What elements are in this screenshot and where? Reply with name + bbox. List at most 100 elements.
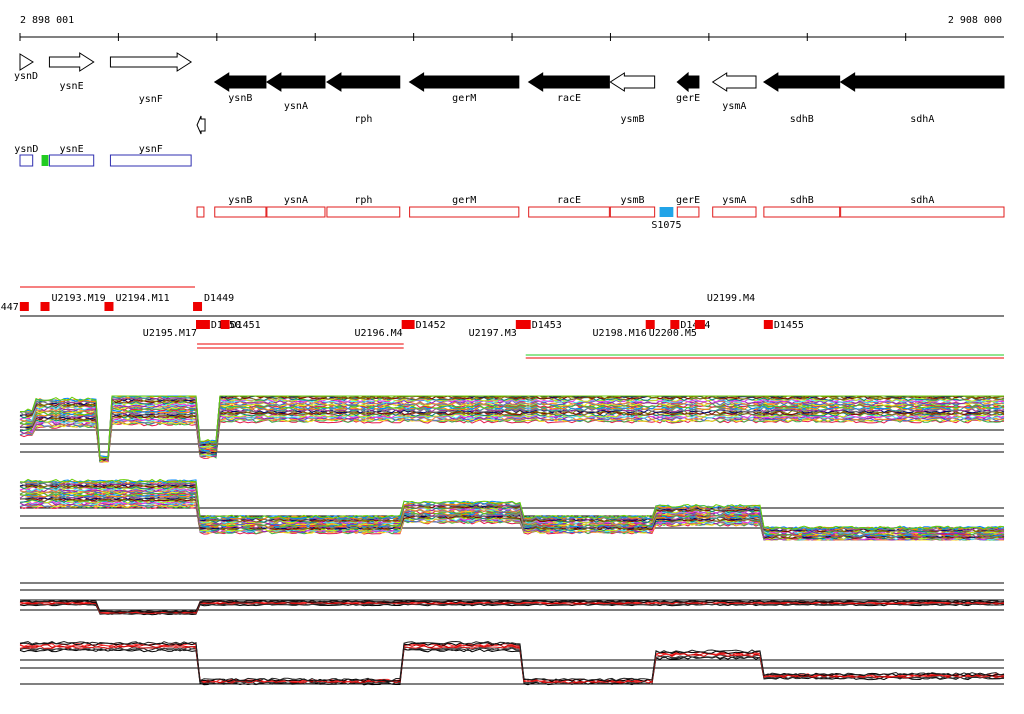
marker-label-U2199.M4: U2199.M4 [707, 293, 755, 304]
annotation-label-ysnF: ysnF [139, 144, 163, 155]
marker-D1453[interactable] [521, 320, 531, 329]
marker-U2195.M17[interactable] [195, 320, 205, 329]
ruler-start-label: 2 898 001 [20, 15, 74, 26]
annotation-box-ysnD[interactable] [19, 154, 34, 167]
marker-label-1447: 1447 [0, 302, 19, 313]
ruler-end-label: 2 908 000 [948, 15, 1002, 26]
marker-D1455[interactable] [763, 320, 773, 329]
profile-line [19, 644, 1004, 684]
annotation-label-gerM: gerM [452, 195, 476, 206]
gene-arrow-ysnF[interactable] [109, 52, 193, 72]
marker-label-D1449: D1449 [204, 293, 234, 304]
annotation-box-unnamed[interactable] [196, 206, 205, 218]
annotation-box-ysnB[interactable] [214, 206, 267, 218]
gene-arrow-sdhB[interactable] [762, 72, 841, 92]
marker-1447[interactable] [19, 302, 29, 311]
annotation-track-blue[interactable]: ysnD ysnE ysnF [14, 144, 192, 167]
gene-arrow-unnamed[interactable] [196, 115, 206, 135]
marker-U2193.M19[interactable] [40, 302, 50, 311]
gene-label-ysnF: ysnF [139, 94, 163, 105]
marker-label-U2195.M17: U2195.M17 [143, 328, 197, 339]
annotation-box-sdhB[interactable] [763, 206, 841, 218]
gene-label-ysmA: ysmA [722, 101, 746, 112]
annotation-box-gerE[interactable] [676, 206, 700, 218]
annotation-box-green[interactable] [41, 155, 49, 166]
annotation-box-rph[interactable] [326, 206, 401, 218]
gene-label-ysnE: ysnE [60, 81, 84, 92]
profile-line [19, 478, 1005, 530]
marker-D1449[interactable] [193, 302, 203, 311]
annotation-label-rph: rph [354, 195, 372, 206]
profile-line [20, 496, 1005, 539]
annotation-label-ysmA: ysmA [722, 195, 746, 206]
gene-label-ysnB: ysnB [228, 93, 252, 104]
annotation-box-S1075[interactable] [659, 207, 674, 217]
annotation-label-gerE: gerE [676, 195, 700, 206]
marker-label-U2200.M5: U2200.M5 [649, 328, 697, 339]
annotation-label-ysnB: ysnB [228, 195, 252, 206]
profile-line [19, 395, 1004, 459]
profile-line [19, 648, 1005, 686]
marker-U2199.M4[interactable] [694, 320, 704, 329]
annotation-track-red[interactable]: ysnB ysnA rph gerM racE ysmB gerE ysmA sdhB sdhA S… [196, 195, 1005, 231]
marker-D1452[interactable] [405, 320, 415, 329]
annotation-box-ysmB[interactable] [609, 206, 656, 218]
expression-profile-panel-4 [19, 640, 1005, 686]
annotation-label-ysnE: ysnE [60, 144, 84, 155]
gene-arrow-ysnB[interactable] [213, 72, 267, 92]
gene-arrow-gerM[interactable] [408, 72, 520, 92]
annotation-label-sdhA: sdhA [910, 195, 934, 206]
annotation-label-S1075: S1075 [651, 220, 681, 231]
marker-U2198.M16[interactable] [645, 320, 655, 329]
profile-line [19, 647, 1005, 685]
gene-label-ysnD: ysnD [14, 71, 38, 82]
marker-label-D1452: D1452 [416, 320, 446, 331]
annotation-label-ysnA: ysnA [284, 195, 308, 206]
gene-label-sdhA: sdhA [910, 114, 934, 125]
profile-line [19, 646, 1005, 685]
marker-U2197.M3[interactable] [515, 320, 525, 329]
marker-U2194.M11[interactable] [104, 302, 114, 311]
ruler-ticks [19, 33, 907, 41]
annotation-box-ysnF[interactable] [109, 154, 192, 167]
gene-label-ysmB: ysmB [620, 114, 644, 125]
marker-track[interactable]: 1447 U2193.M19 U2194.M11 D1449 U2195.M17 D145… [0, 286, 1004, 359]
profile-line [19, 419, 1005, 463]
profile-line [19, 409, 1005, 463]
gene-arrow-ysnE[interactable] [48, 52, 95, 72]
annotation-label-ysnD: ysnD [14, 144, 38, 155]
annotation-label-racE: racE [557, 195, 581, 206]
coordinate-ruler: 2 898 001 2 908 000 [19, 15, 1004, 41]
marker-label-U2196.M4: U2196.M4 [354, 328, 402, 339]
marker-D1450[interactable] [200, 320, 210, 329]
expression-profile-panel-2 [19, 478, 1005, 541]
expression-profile-panel-1 [19, 395, 1005, 463]
gene-arrow-ysnA[interactable] [265, 72, 326, 92]
annotation-box-ysmA[interactable] [712, 206, 757, 218]
gene-label-racE: racE [557, 93, 581, 104]
gene-label-gerE: gerE [676, 93, 700, 104]
profile-line [19, 599, 1005, 613]
gene-arrow-racE[interactable] [527, 72, 610, 92]
profile-line [19, 640, 1005, 682]
gene-arrow-ysmB[interactable] [609, 72, 656, 92]
marker-D1451[interactable] [220, 320, 230, 329]
annotation-label-ysmB: ysmB [620, 195, 644, 206]
marker-D1454[interactable] [670, 320, 680, 329]
annotation-box-ysnA[interactable] [266, 206, 326, 218]
gene-arrow-gerE[interactable] [676, 71, 700, 93]
annotation-box-ysnE[interactable] [48, 154, 95, 167]
gene-track[interactable]: ysnD ysnE ysnF ysnB ysnA rph gerM racE ysmB gerE y… [14, 52, 1005, 135]
gene-label-gerM: gerM [452, 93, 476, 104]
annotation-box-gerM[interactable] [409, 206, 520, 218]
marker-label-D1451: D1451 [231, 320, 261, 331]
annotation-box-sdhA[interactable] [840, 206, 1005, 218]
annotation-label-sdhB: sdhB [790, 195, 814, 206]
gene-arrow-rph[interactable] [326, 72, 401, 92]
annotation-box-racE[interactable] [528, 206, 610, 218]
gene-arrow-ysmA[interactable] [711, 72, 757, 92]
gene-arrow-sdhA[interactable] [839, 72, 1005, 92]
marker-label-U2198.M16: U2198.M16 [593, 328, 647, 339]
gene-arrow-ysnD[interactable] [19, 53, 34, 71]
